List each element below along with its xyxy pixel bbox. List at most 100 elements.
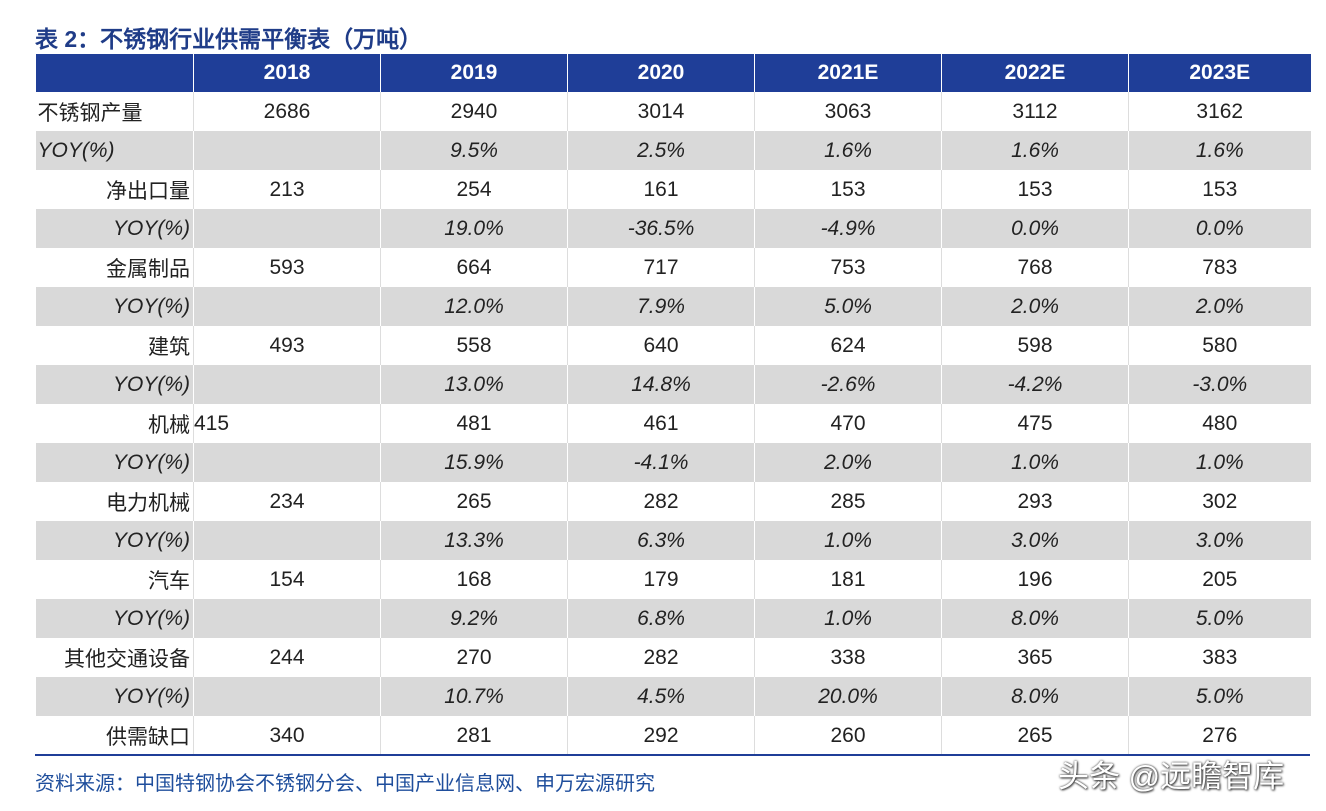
cell: 2.0% [941, 287, 1129, 326]
cell: 302 [1128, 482, 1311, 521]
cell: 1.0% [754, 599, 942, 638]
cell: 12.0% [380, 287, 568, 326]
column-header: 2022E [941, 54, 1129, 92]
cell: 8.0% [941, 677, 1129, 716]
cell: 365 [941, 638, 1129, 677]
cell: -3.0% [1128, 365, 1311, 404]
cell: 13.0% [380, 365, 568, 404]
cell: 205 [1128, 560, 1311, 599]
cell: -4.2% [941, 365, 1129, 404]
cell: 244 [193, 638, 381, 677]
row-label: YOY(%) [35, 599, 194, 638]
cell [193, 287, 381, 326]
cell: 470 [754, 404, 942, 443]
cell: 213 [193, 170, 381, 209]
yoy-row: YOY(%) 15.9% -4.1% 2.0% 1.0% 1.0% [35, 443, 1311, 482]
cell: 6.3% [567, 521, 755, 560]
cell: 5.0% [754, 287, 942, 326]
row-label: YOY(%) [35, 209, 194, 248]
cell: 2.0% [1128, 287, 1311, 326]
value-row: 净出口量 213 254 161 153 153 153 [36, 170, 1311, 209]
cell: 153 [941, 170, 1129, 209]
cell: -2.6% [754, 365, 942, 404]
header-row: 2018 2019 2020 2021E 2022E 2023E [35, 54, 1311, 92]
cell: 15.9% [380, 443, 568, 482]
cell: 8.0% [941, 599, 1129, 638]
row-label: YOY(%) [35, 365, 194, 404]
cell: 783 [1128, 248, 1311, 287]
cell: 1.6% [941, 131, 1129, 170]
cell: 3.0% [941, 521, 1129, 560]
cell: 2940 [380, 92, 568, 131]
cell: 260 [754, 716, 942, 755]
cell: -4.9% [754, 209, 942, 248]
row-label: 净出口量 [106, 179, 190, 203]
yoy-row: YOY(%) 19.0% -36.5% -4.9% 0.0% 0.0% [35, 209, 1311, 248]
column-header: 2021E [754, 54, 942, 92]
cell: 2686 [193, 92, 381, 131]
row-label: YOY(%) [35, 131, 194, 170]
cell: 3014 [567, 92, 755, 131]
cell: 282 [567, 482, 755, 521]
value-row: 机械 415 481 461 470 475 480 [36, 404, 1311, 443]
cell: 168 [380, 560, 568, 599]
cell: 768 [941, 248, 1129, 287]
table-title: 表 2：不锈钢行业供需平衡表（万吨） [35, 26, 423, 52]
cell: 13.3% [380, 521, 568, 560]
bottom-rule [35, 754, 1310, 756]
cell: 6.8% [567, 599, 755, 638]
cell: 640 [567, 326, 755, 365]
cell: 234 [193, 482, 381, 521]
value-row: 金属制品 593 664 717 753 768 783 [36, 248, 1311, 287]
cell: 7.9% [567, 287, 755, 326]
cell: 753 [754, 248, 942, 287]
row-label: YOY(%) [35, 677, 194, 716]
cell: 181 [754, 560, 942, 599]
column-header: 2018 [193, 54, 381, 92]
yoy-row: YOY(%) 9.2% 6.8% 1.0% 8.0% 5.0% [35, 599, 1311, 638]
row-label: 电力机械 [106, 491, 190, 515]
watermark: 头条 @远瞻智库 [1058, 759, 1285, 794]
cell: 1.0% [941, 443, 1129, 482]
cell: 270 [380, 638, 568, 677]
value-row: 供需缺口 340 281 292 260 265 276 [36, 716, 1311, 755]
cell: 475 [941, 404, 1129, 443]
row-label: 机械 [148, 413, 190, 437]
row-label: 供需缺口 [106, 725, 190, 749]
cell: 153 [1128, 170, 1311, 209]
cell: 292 [567, 716, 755, 755]
yoy-row: YOY(%) 9.5% 2.5% 1.6% 1.6% 1.6% [35, 131, 1311, 170]
yoy-row: YOY(%) 13.0% 14.8% -2.6% -4.2% -3.0% [35, 365, 1311, 404]
cell: 285 [754, 482, 942, 521]
cell: 5.0% [1128, 677, 1311, 716]
cell: 282 [567, 638, 755, 677]
column-header: 2019 [380, 54, 568, 92]
cell: 3112 [941, 92, 1129, 131]
cell: 480 [1128, 404, 1311, 443]
cell: 580 [1128, 326, 1311, 365]
cell: 4.5% [567, 677, 755, 716]
cell: 383 [1128, 638, 1311, 677]
row-label: 其他交通设备 [64, 647, 190, 671]
cell: 281 [380, 716, 568, 755]
table-body: 不锈钢产量 2686 2940 3014 3063 3112 3162 YOY(%) 9.5% 2… [35, 92, 1311, 755]
cell: 338 [754, 638, 942, 677]
row-label: 汽车 [148, 569, 190, 593]
cell: 196 [941, 560, 1129, 599]
cell [193, 365, 381, 404]
row-label: 建筑 [148, 335, 190, 359]
cell: 9.5% [380, 131, 568, 170]
cell: 1.6% [1128, 131, 1311, 170]
data-table: 2018 2019 2020 2021E 2022E 2023E 不锈钢产量 2686 294… [35, 54, 1311, 755]
cell: 717 [567, 248, 755, 287]
value-row: 其他交通设备 244 270 282 338 365 383 [36, 638, 1311, 677]
cell [193, 131, 381, 170]
row-label: 不锈钢产量 [37, 101, 143, 125]
cell [193, 599, 381, 638]
source-note: 资料来源：中国特钢协会不锈钢分会、中国产业信息网、申万宏源研究 [35, 773, 655, 795]
cell: 265 [941, 716, 1129, 755]
cell: 481 [380, 404, 568, 443]
cell: 664 [380, 248, 568, 287]
cell: -4.1% [567, 443, 755, 482]
